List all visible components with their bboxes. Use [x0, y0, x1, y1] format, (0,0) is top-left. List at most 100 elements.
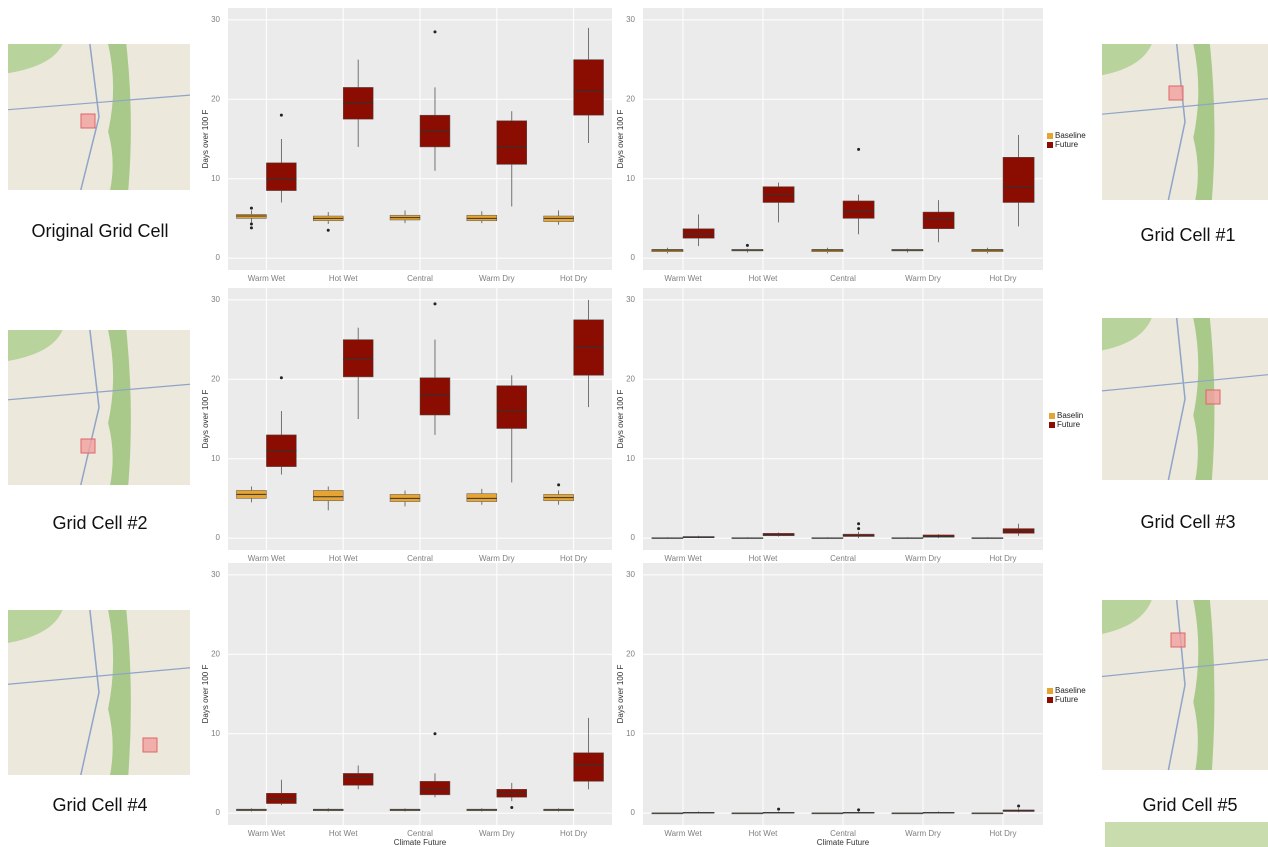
outlier [433, 302, 436, 305]
legend-swatch [1047, 697, 1053, 703]
outlier [250, 207, 253, 210]
outlier [433, 30, 436, 33]
x-tick-label: Central [407, 554, 433, 563]
x-tick-label: Warm Wet [248, 829, 286, 838]
legend-label: Future [1057, 420, 1081, 429]
map-thumbnail [1102, 44, 1268, 200]
x-tick-label: Warm Wet [664, 829, 702, 838]
box [343, 773, 373, 785]
x-tick-label: Warm Wet [664, 554, 702, 563]
outlier [746, 244, 749, 247]
grid-cell-marker [1206, 390, 1220, 404]
legend-swatch [1047, 688, 1053, 694]
box [313, 490, 343, 500]
legend-swatch [1049, 413, 1055, 419]
grid-cell-marker [1169, 86, 1183, 100]
legend-label: Future [1055, 140, 1079, 149]
box [343, 340, 373, 377]
map-label: Grid Cell #4 [52, 795, 147, 815]
y-tick-label: 0 [631, 253, 636, 262]
x-tick-label: Central [830, 274, 856, 283]
outlier [280, 114, 283, 117]
box [843, 201, 874, 218]
x-tick-label: Hot Dry [989, 274, 1016, 283]
box [467, 494, 497, 502]
y-axis-title: Days over 100 F [201, 390, 210, 449]
x-tick-label: Hot Dry [560, 274, 587, 283]
x-tick-label: Hot Dry [989, 829, 1016, 838]
y-tick-label: 30 [626, 15, 635, 24]
y-axis-title: Days over 100 F [201, 110, 210, 169]
box [266, 163, 296, 191]
box [574, 60, 604, 116]
x-tick-label: Hot Wet [329, 829, 359, 838]
map-fragment [1105, 822, 1268, 847]
outlier [857, 527, 860, 530]
chart-panel: 0102030Warm WetHot WetCentralWarm DryHot… [616, 288, 1083, 563]
box [1003, 157, 1034, 202]
y-tick-label: 0 [216, 808, 221, 817]
x-tick-label: Hot Wet [329, 554, 359, 563]
x-tick-label: Warm Wet [664, 274, 702, 283]
y-tick-label: 20 [211, 649, 220, 658]
y-tick-label: 30 [626, 295, 635, 304]
map-thumbnail [8, 330, 190, 485]
chart-panel: 0 10 20 30 Warm Wet Hot Wet Central Warm Dry Hot… [616, 8, 1086, 283]
y-tick-label: 10 [626, 454, 635, 463]
y-axis-title: Days over 100 F [616, 390, 625, 449]
x-tick-label: Warm Dry [479, 274, 515, 283]
grid-cell-marker [81, 439, 95, 453]
y-axis-title: Days over 100 F [201, 665, 210, 724]
legend-swatch [1047, 142, 1053, 148]
x-tick-label: Hot Wet [749, 554, 779, 563]
chart-panel: 0 10 20 30 Warm Wet Hot Wet Central Warm Dry Hot… [201, 563, 612, 847]
y-tick-label: 30 [211, 295, 220, 304]
outlier [250, 226, 253, 229]
y-tick-label: 10 [211, 729, 220, 738]
x-tick-label: Warm Dry [479, 829, 515, 838]
y-tick-label: 10 [626, 729, 635, 738]
y-tick-label: 0 [631, 533, 636, 542]
y-tick-label: 0 [631, 808, 636, 817]
box [420, 378, 450, 415]
chart-panel: 0102030Warm WetHot WetCentralWarm DryHot… [201, 8, 612, 283]
x-tick-label: Hot Wet [329, 274, 359, 283]
outlier [777, 808, 780, 811]
x-tick-label: Hot Dry [989, 554, 1016, 563]
y-tick-label: 20 [626, 94, 635, 103]
y-tick-label: 30 [211, 570, 220, 579]
map-thumbnail [8, 610, 190, 775]
map-label: Grid Cell #1 [1140, 225, 1235, 245]
x-tick-label: Central [830, 829, 856, 838]
x-tick-label: Hot Wet [749, 274, 779, 283]
y-tick-label: 10 [626, 174, 635, 183]
outlier [250, 222, 253, 225]
x-tick-label: Warm Wet [248, 274, 286, 283]
x-tick-label: Central [830, 554, 856, 563]
y-axis-title: Days over 100 F [616, 110, 625, 169]
map-thumbnail [1102, 600, 1268, 770]
x-tick-label: Warm Dry [905, 274, 941, 283]
box [420, 781, 450, 794]
y-tick-label: 30 [626, 570, 635, 579]
legend-label: Future [1055, 695, 1079, 704]
x-tick-label: Hot Dry [560, 554, 587, 563]
x-tick-label: Warm Dry [905, 554, 941, 563]
outlier [857, 522, 860, 525]
y-tick-label: 10 [211, 454, 220, 463]
outlier [557, 483, 560, 486]
outlier [857, 148, 860, 151]
box [683, 229, 714, 239]
x-tick-label: Central [407, 274, 433, 283]
outlier [510, 806, 513, 809]
box [497, 121, 527, 165]
outlier [280, 376, 283, 379]
map-thumbnail [8, 44, 190, 190]
y-tick-label: 0 [216, 533, 221, 542]
x-tick-label: Hot Dry [560, 829, 587, 838]
map-thumbnail [1102, 318, 1268, 480]
legend-label: Baselin [1057, 411, 1083, 420]
x-tick-label: Central [407, 829, 433, 838]
